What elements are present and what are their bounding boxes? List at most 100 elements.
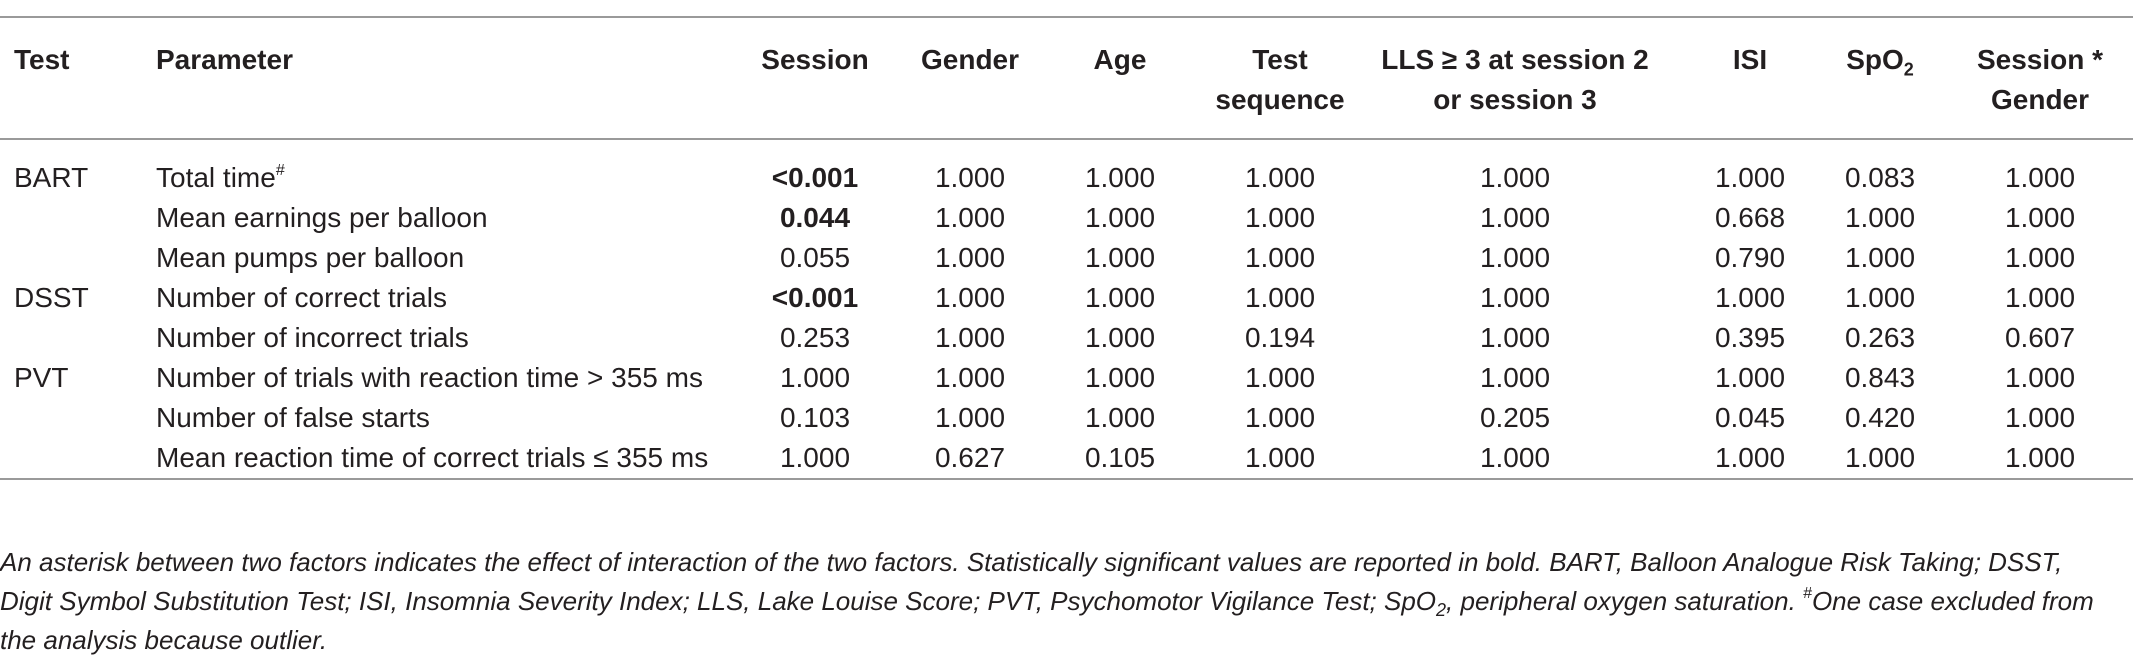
table-row: Number of false starts 0.103 1.000 1.000 1.0… — [0, 398, 2133, 438]
table-body: BART Total time# <0.001 1.000 1.000 1.000 1.00… — [0, 140, 2133, 478]
header-test: Test — [14, 44, 70, 75]
cell-session-gender: 1.000 — [2004, 402, 2076, 433]
cell-gender: 1.000 — [934, 162, 1006, 193]
parameter-text: Number of false starts — [156, 402, 430, 433]
parameter-text: Mean earnings per balloon — [156, 202, 488, 233]
cell-isi: 0.790 — [1714, 242, 1786, 273]
cell-test-sequence: 1.000 — [1244, 162, 1316, 193]
header-spo2-sub: 2 — [1903, 59, 1914, 80]
header-row: Test Parameter Session Gender Age Test s… — [0, 18, 2133, 138]
cell-age: 1.000 — [1084, 282, 1156, 313]
cell-age: 1.000 — [1084, 362, 1156, 393]
cell-spo2: 1.000 — [1844, 242, 1916, 273]
header-rule — [0, 138, 2133, 140]
cell-spo2: 1.000 — [1844, 202, 1916, 233]
cell-parameter: Mean reaction time of correct trials ≤ 3… — [156, 438, 736, 478]
cell-session-gender: 1.000 — [2004, 162, 2076, 193]
cell-gender: 1.000 — [934, 402, 1006, 433]
cell-session: 1.000 — [779, 362, 851, 393]
cell-session: 0.044 — [779, 202, 851, 233]
header-age: Age — [1093, 44, 1147, 75]
cell-spo2: 1.000 — [1844, 442, 1916, 473]
header-lls-line1: LLS ≥ 3 at session 2 — [1381, 44, 1649, 75]
table-row: Mean pumps per balloon 0.055 1.000 1.000 1.0… — [0, 238, 2133, 278]
cell-age: 1.000 — [1084, 322, 1156, 353]
parameter-text: Number of correct trials — [156, 282, 447, 313]
top-rule — [0, 16, 2133, 18]
header-gender: Gender — [920, 44, 1020, 75]
cell-gender: 0.627 — [934, 442, 1006, 473]
cell-parameter: Number of trials with reaction time > 35… — [156, 358, 736, 398]
cell-test-sequence: 1.000 — [1244, 442, 1316, 473]
parameter-text: Mean pumps per balloon — [156, 242, 465, 273]
cell-session-gender: 1.000 — [2004, 242, 2076, 273]
cell-session-gender: 1.000 — [2004, 442, 2076, 473]
cell-isi: 1.000 — [1714, 362, 1786, 393]
cell-session-gender: 1.000 — [2004, 362, 2076, 393]
cell-session: <0.001 — [771, 282, 859, 313]
cell-lls: 1.000 — [1479, 162, 1551, 193]
cell-lls: 1.000 — [1479, 242, 1551, 273]
cell-parameter: Number of false starts — [156, 398, 736, 438]
parameter-text: Number of trials with reaction time > 35… — [156, 362, 703, 393]
cell-session: <0.001 — [771, 162, 859, 193]
cell-spo2: 0.083 — [1844, 162, 1916, 193]
header-test-sequence-line2: sequence — [1215, 84, 1345, 115]
cell-lls: 0.205 — [1479, 402, 1551, 433]
footnote-part2: , peripheral oxygen saturation. — [1446, 586, 1804, 616]
table-row: Mean earnings per balloon 0.044 1.000 1.000… — [0, 198, 2133, 238]
cell-isi: 0.395 — [1714, 322, 1786, 353]
cell-gender: 1.000 — [934, 202, 1006, 233]
cell-gender: 1.000 — [934, 282, 1006, 313]
cell-gender: 1.000 — [934, 322, 1006, 353]
header-test-sequence: Test sequence — [1195, 40, 1365, 120]
table-row: PVT Number of trials with reaction time >… — [0, 358, 2133, 398]
cell-isi: 0.668 — [1714, 202, 1786, 233]
cell-age: 1.000 — [1084, 402, 1156, 433]
bottom-rule — [0, 478, 2133, 480]
header-session-gender-line2: Gender — [1990, 84, 2090, 115]
header-isi: ISI — [1732, 44, 1768, 75]
header-spo2: SpO2 — [1810, 40, 1950, 80]
cell-session-gender: 1.000 — [2004, 202, 2076, 233]
cell-gender: 1.000 — [934, 242, 1006, 273]
footnote-sup: # — [1803, 585, 1812, 603]
cell-session: 1.000 — [779, 442, 851, 473]
cell-spo2: 0.263 — [1844, 322, 1916, 353]
parameter-text: Total time — [156, 162, 276, 193]
cell-test-sequence: 1.000 — [1244, 242, 1316, 273]
header-lls-line2: or session 3 — [1433, 84, 1597, 115]
cell-parameter: Number of correct trials — [156, 278, 736, 318]
cell-isi: 1.000 — [1714, 442, 1786, 473]
cell-parameter: Number of incorrect trials — [156, 318, 736, 358]
cell-test-sequence: 0.194 — [1244, 322, 1316, 353]
header-session: Session — [761, 44, 869, 75]
table-footnote: An asterisk between two factors indicate… — [0, 543, 2120, 660]
cell-test-sequence: 1.000 — [1244, 362, 1316, 393]
cell-lls: 1.000 — [1479, 202, 1551, 233]
header-session-gender-line1: Session * — [1976, 44, 2104, 75]
cell-session: 0.055 — [779, 242, 851, 273]
cell-lls: 1.000 — [1479, 282, 1551, 313]
header-test-sequence-line1: Test — [1252, 44, 1308, 75]
cell-age: 0.105 — [1084, 442, 1156, 473]
cell-test: DSST — [14, 282, 89, 313]
cell-spo2: 0.420 — [1844, 402, 1916, 433]
table-row: Mean reaction time of correct trials ≤ 3… — [0, 438, 2133, 478]
cell-isi: 1.000 — [1714, 162, 1786, 193]
cell-lls: 1.000 — [1479, 442, 1551, 473]
cell-age: 1.000 — [1084, 202, 1156, 233]
cell-isi: 1.000 — [1714, 282, 1786, 313]
footnote-sub: 2 — [1436, 600, 1447, 621]
table-row: Number of incorrect trials 0.253 1.000 1.00… — [0, 318, 2133, 358]
cell-session-gender: 0.607 — [2004, 322, 2076, 353]
cell-parameter: Mean earnings per balloon — [156, 198, 736, 238]
cell-age: 1.000 — [1084, 242, 1156, 273]
header-lls: LLS ≥ 3 at session 2 or session 3 — [1365, 40, 1665, 120]
parameter-footnote-mark: # — [275, 161, 285, 179]
cell-test: PVT — [14, 362, 69, 393]
cell-parameter: Mean pumps per balloon — [156, 238, 736, 278]
cell-session: 0.103 — [779, 402, 851, 433]
header-parameter: Parameter — [156, 44, 293, 75]
cell-lls: 1.000 — [1479, 322, 1551, 353]
